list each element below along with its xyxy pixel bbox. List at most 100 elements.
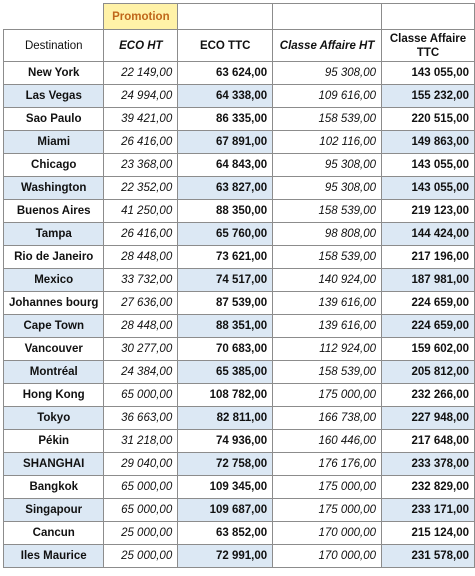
table-row: Tampa 26 416,00 65 760,00 98 808,00 144 424,… — [2, 222, 475, 246]
table-row: Rio de Janeiro 28 448,00 73 621,00 158 539,… — [2, 245, 475, 269]
cell-eco-ttc: 109 345,00 — [177, 475, 274, 499]
cell-affaire-ttc: 143 055,00 — [381, 153, 475, 177]
cell-eco-ht: 26 416,00 — [103, 130, 179, 154]
cell-destination: Mexico — [2, 268, 105, 292]
cell-destination: Bangkok — [2, 475, 105, 499]
cell-affaire-ht: 175 000,00 — [272, 475, 382, 499]
cell-affaire-ht: 166 738,00 — [272, 406, 382, 430]
cell-eco-ttc: 64 338,00 — [177, 84, 274, 108]
table-row: Buenos Aires 41 250,00 88 350,00 158 539,00… — [2, 199, 475, 223]
cell-affaire-ht: 109 616,00 — [272, 84, 382, 108]
table-row: Hong Kong 65 000,00 108 782,00 175 000,00 23… — [2, 383, 475, 407]
cell-affaire-ht: 139 616,00 — [272, 291, 382, 315]
cell-affaire-ht: 175 000,00 — [272, 383, 382, 407]
cell-affaire-ttc: 143 055,00 — [381, 61, 475, 85]
cell-affaire-ttc: 232 829,00 — [381, 475, 475, 499]
cell-destination: Tampa — [2, 222, 105, 246]
cell-eco-ht: 25 000,00 — [103, 521, 179, 545]
cell-eco-ttc: 74 936,00 — [177, 429, 274, 453]
empty-header-cell — [381, 3, 475, 30]
header-eco-ttc: ECO TTC — [177, 29, 274, 62]
cell-destination: Singapour — [2, 498, 105, 522]
cell-eco-ht: 24 994,00 — [103, 84, 179, 108]
cell-affaire-ht: 176 176,00 — [272, 452, 382, 476]
cell-eco-ht: 31 218,00 — [103, 429, 179, 453]
table-row: Sao Paulo 39 421,00 86 335,00 158 539,00 220… — [2, 107, 475, 131]
cell-eco-ttc: 65 760,00 — [177, 222, 274, 246]
table-row: Bangkok 65 000,00 109 345,00 175 000,00 232 … — [2, 475, 475, 499]
cell-eco-ht: 23 368,00 — [103, 153, 179, 177]
header-row: Destination ECO HT ECO TTC Classe Affair… — [2, 29, 475, 62]
cell-eco-ttc: 73 621,00 — [177, 245, 274, 269]
cell-destination: Tokyo — [2, 406, 105, 430]
price-table: Promotion Destination ECO HT ECO TTC Cla… — [2, 3, 475, 568]
cell-destination: SHANGHAI — [2, 452, 105, 476]
cell-affaire-ttc: 220 515,00 — [381, 107, 475, 131]
cell-destination: Rio de Janeiro — [2, 245, 105, 269]
cell-eco-ttc: 109 687,00 — [177, 498, 274, 522]
cell-destination: Cancun — [2, 521, 105, 545]
cell-eco-ttc: 88 351,00 — [177, 314, 274, 338]
cell-affaire-ttc: 187 981,00 — [381, 268, 475, 292]
cell-affaire-ttc: 144 424,00 — [381, 222, 475, 246]
cell-destination: Montréal — [2, 360, 105, 384]
cell-affaire-ttc: 149 863,00 — [381, 130, 475, 154]
cell-eco-ttc: 63 852,00 — [177, 521, 274, 545]
cell-affaire-ttc: 159 602,00 — [381, 337, 475, 361]
cell-affaire-ttc: 233 171,00 — [381, 498, 475, 522]
cell-affaire-ttc: 231 578,00 — [381, 544, 475, 568]
cell-destination: Pékin — [2, 429, 105, 453]
cell-destination: Vancouver — [2, 337, 105, 361]
cell-destination: Chicago — [2, 153, 105, 177]
cell-eco-ht: 65 000,00 — [103, 498, 179, 522]
table-row: Miami 26 416,00 67 891,00 102 116,00 149 863… — [2, 130, 475, 154]
cell-eco-ht: 28 448,00 — [103, 245, 179, 269]
table-row: Washington 22 352,00 63 827,00 95 308,00 143… — [2, 176, 475, 200]
table-row: Tokyo 36 663,00 82 811,00 166 738,00 227 948… — [2, 406, 475, 430]
cell-eco-ht: 30 277,00 — [103, 337, 179, 361]
cell-eco-ht: 24 384,00 — [103, 360, 179, 384]
cell-affaire-ht: 170 000,00 — [272, 544, 382, 568]
cell-eco-ttc: 87 539,00 — [177, 291, 274, 315]
table-row: Cape Town 28 448,00 88 351,00 139 616,00 224… — [2, 314, 475, 338]
cell-eco-ttc: 86 335,00 — [177, 107, 274, 131]
cell-eco-ht: 25 000,00 — [103, 544, 179, 568]
cell-affaire-ht: 98 808,00 — [272, 222, 382, 246]
cell-affaire-ht: 140 924,00 — [272, 268, 382, 292]
cell-destination: New York — [2, 61, 105, 85]
cell-destination: Miami — [2, 130, 105, 154]
cell-eco-ht: 26 416,00 — [103, 222, 179, 246]
cell-affaire-ttc: 215 124,00 — [381, 521, 475, 545]
corner-cell — [3, 3, 105, 30]
cell-affaire-ht: 95 308,00 — [272, 61, 382, 85]
cell-eco-ht: 41 250,00 — [103, 199, 179, 223]
cell-affaire-ht: 158 539,00 — [272, 107, 382, 131]
cell-eco-ttc: 72 758,00 — [177, 452, 274, 476]
cell-affaire-ht: 95 308,00 — [272, 176, 382, 200]
cell-affaire-ttc: 227 948,00 — [381, 406, 475, 430]
cell-eco-ht: 27 636,00 — [103, 291, 179, 315]
cell-eco-ht: 36 663,00 — [103, 406, 179, 430]
cell-eco-ht: 22 149,00 — [103, 61, 179, 85]
cell-affaire-ht: 102 116,00 — [272, 130, 382, 154]
cell-destination: Cape Town — [2, 314, 105, 338]
cell-eco-ttc: 88 350,00 — [177, 199, 274, 223]
cell-affaire-ttc: 232 266,00 — [381, 383, 475, 407]
cell-affaire-ttc: 217 648,00 — [381, 429, 475, 453]
cell-destination: Hong Kong — [2, 383, 105, 407]
cell-affaire-ht: 158 539,00 — [272, 199, 382, 223]
cell-eco-ht: 65 000,00 — [103, 383, 179, 407]
cell-eco-ht: 22 352,00 — [103, 176, 179, 200]
cell-eco-ttc: 67 891,00 — [177, 130, 274, 154]
table-row: Cancun 25 000,00 63 852,00 170 000,00 215 12… — [2, 521, 475, 545]
cell-eco-ht: 29 040,00 — [103, 452, 179, 476]
table-row: Iles Maurice 25 000,00 72 991,00 170 000,00… — [2, 544, 475, 568]
cell-affaire-ttc: 143 055,00 — [381, 176, 475, 200]
table-row: New York 22 149,00 63 624,00 95 308,00 143 0… — [2, 61, 475, 85]
cell-destination: Johannes bourg — [2, 291, 105, 315]
cell-eco-ht: 33 732,00 — [103, 268, 179, 292]
empty-header-cell — [177, 3, 274, 30]
cell-affaire-ht: 95 308,00 — [272, 153, 382, 177]
cell-affaire-ttc: 224 659,00 — [381, 314, 475, 338]
cell-affaire-ht: 112 924,00 — [272, 337, 382, 361]
